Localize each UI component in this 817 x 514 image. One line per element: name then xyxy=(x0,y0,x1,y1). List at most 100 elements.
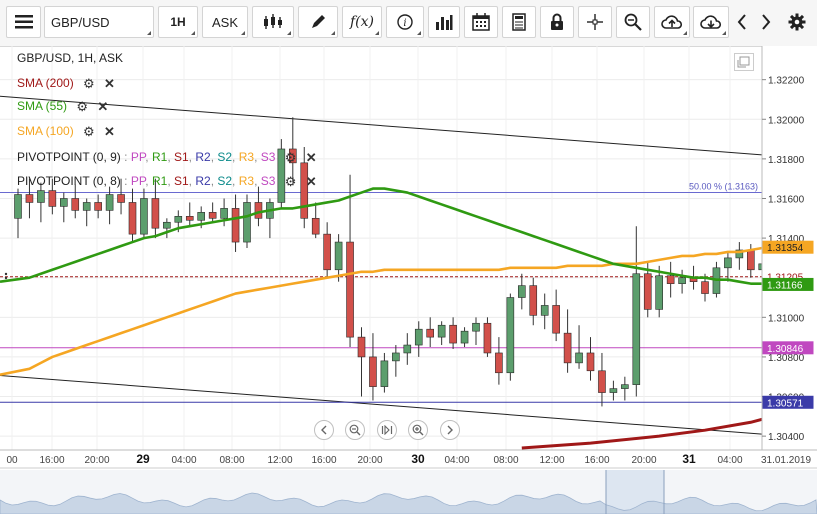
pan-left-button[interactable] xyxy=(314,420,334,440)
templates-button[interactable] xyxy=(502,6,536,38)
zoom-in-button[interactable] xyxy=(408,420,428,440)
candle-body xyxy=(426,328,435,338)
scroll-right-button[interactable] xyxy=(755,6,777,38)
hamburger-icon xyxy=(14,15,33,29)
x-tick-label: 04:00 xyxy=(171,455,196,466)
candle-body xyxy=(586,352,595,372)
dropdown-corner-icon xyxy=(417,31,421,35)
indicator-sma-200: SMA (200) ⚙ ✕ xyxy=(17,76,115,91)
x-tick-label: 20:00 xyxy=(357,455,382,466)
dropdown-corner-icon xyxy=(241,31,245,35)
x-tick-label: 08:00 xyxy=(493,455,518,466)
price-tag xyxy=(762,277,814,291)
price-tag-label: 1.30846 xyxy=(767,344,804,355)
pivot-comma: , xyxy=(167,150,174,164)
menu-button[interactable] xyxy=(6,6,41,38)
x-tick-label: 16:00 xyxy=(584,455,609,466)
pivot-comma: , xyxy=(188,150,196,164)
candle-body xyxy=(197,212,205,221)
indicator-label: PIVOTPOINT (0, 9) xyxy=(17,150,121,164)
pan-right-button[interactable] xyxy=(440,420,460,440)
candle-body xyxy=(517,285,526,298)
settings-button[interactable] xyxy=(782,6,812,38)
candle-body xyxy=(632,273,641,385)
candle-body xyxy=(495,352,503,374)
price-chart[interactable]: 50.00 % (1.3163) 00 16:00 20:00 29 04:00 08:0… xyxy=(0,46,817,514)
zoom-out-button[interactable] xyxy=(345,420,365,440)
chart-type-button[interactable] xyxy=(252,6,294,38)
close-icon[interactable]: ✕ xyxy=(104,75,115,91)
reset-icon xyxy=(381,425,393,435)
candle-body xyxy=(82,202,91,211)
top-toolbar: GBP/USD 1H ASK f(x) i xyxy=(0,0,817,47)
candle-body xyxy=(346,241,354,338)
crosshair-button[interactable] xyxy=(578,6,612,38)
close-icon[interactable]: ✕ xyxy=(305,149,317,165)
pivot-parts: PP, R1, S1, R2, S2, R3, S3 xyxy=(131,150,276,164)
close-icon[interactable]: ✕ xyxy=(104,123,115,139)
calendar-button[interactable] xyxy=(464,6,498,38)
pivot-part-label: S1 xyxy=(173,150,189,164)
price-tick-label: 1.31800 xyxy=(768,155,805,166)
indicator-pivotpoint-8: PIVOTPOINT (0, 8) : PP, R1, S1, R2, S2, … xyxy=(17,174,317,189)
pivot-part-label: S1 xyxy=(173,174,189,188)
gear-icon[interactable]: ⚙ xyxy=(284,173,297,189)
pivot-comma: , xyxy=(145,174,152,188)
close-icon[interactable]: ✕ xyxy=(97,98,109,114)
fib-label: 50.00 % (1.3163) xyxy=(689,182,758,192)
pivot-comma: , xyxy=(254,150,261,164)
scroll-left-button[interactable] xyxy=(731,6,753,38)
candle-body xyxy=(59,198,68,207)
chevron-right-icon xyxy=(447,425,453,435)
gear-icon[interactable]: ⚙ xyxy=(284,149,297,165)
gear-icon[interactable]: ⚙ xyxy=(83,75,95,91)
indicator-label: SMA (200) xyxy=(17,76,74,90)
download-button[interactable] xyxy=(693,6,729,38)
candle-body xyxy=(48,190,57,207)
dropdown-corner-icon xyxy=(331,31,335,35)
candle-body xyxy=(254,202,263,219)
pivot-part-label: S3 xyxy=(260,150,276,164)
candle-body xyxy=(483,322,492,354)
upload-button[interactable] xyxy=(654,6,690,38)
indicator-label: SMA (100) xyxy=(17,124,74,138)
svg-text:i: i xyxy=(403,18,406,29)
candle-body xyxy=(277,148,286,203)
pivot-comma: , xyxy=(188,174,196,188)
indicators-button[interactable]: f(x) xyxy=(342,6,382,38)
volume-button[interactable] xyxy=(428,6,460,38)
candle-body xyxy=(598,370,606,393)
candle-body xyxy=(735,249,744,259)
x-tick-label: 31.01.2019 xyxy=(761,455,811,466)
close-icon[interactable]: ✕ xyxy=(305,173,317,189)
candle-body xyxy=(540,305,549,316)
expand-chart-button[interactable] xyxy=(734,53,754,71)
lock-button[interactable] xyxy=(540,6,574,38)
drag-handle-dot xyxy=(4,276,8,280)
gear-icon[interactable]: ⚙ xyxy=(83,123,95,139)
candle-body xyxy=(414,328,423,346)
pivot-comma: , xyxy=(210,174,218,188)
pivot-comma: , xyxy=(254,174,261,188)
candle-body xyxy=(724,257,732,269)
gear-icon[interactable]: ⚙ xyxy=(76,98,89,114)
candle-body xyxy=(678,277,686,284)
zoom-in-icon xyxy=(412,424,424,436)
price-side-selector[interactable]: ASK xyxy=(202,6,248,38)
pivot-part-label: R1 xyxy=(151,150,168,164)
info-button[interactable]: i xyxy=(386,6,424,38)
draw-tool-button[interactable] xyxy=(298,6,338,38)
candle-body xyxy=(300,162,309,219)
timeframe-selector[interactable]: 1H xyxy=(158,6,198,38)
symbol-selector[interactable]: GBP/USD xyxy=(44,6,154,38)
dropdown-corner-icon xyxy=(191,31,195,35)
document-icon xyxy=(512,13,526,31)
price-side-label: ASK xyxy=(211,14,238,30)
zoom-out-icon xyxy=(349,424,361,436)
candlestick-icon xyxy=(264,14,282,29)
zoom-button[interactable] xyxy=(616,6,650,38)
reset-view-button[interactable] xyxy=(377,420,397,440)
price-tick-label: 1.32000 xyxy=(768,115,805,126)
pivot-part-label: R3 xyxy=(238,174,255,188)
x-tick-label: 30 xyxy=(411,452,425,466)
